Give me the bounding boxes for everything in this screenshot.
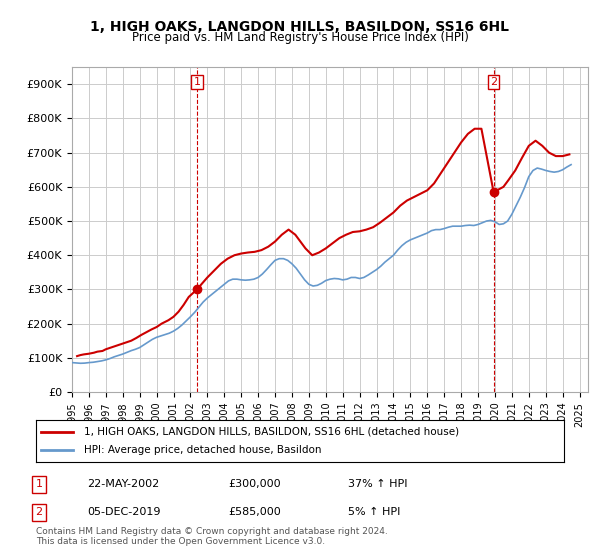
Text: Price paid vs. HM Land Registry's House Price Index (HPI): Price paid vs. HM Land Registry's House … — [131, 31, 469, 44]
Text: 1: 1 — [193, 77, 200, 87]
Text: £300,000: £300,000 — [228, 479, 281, 489]
Text: 37% ↑ HPI: 37% ↑ HPI — [348, 479, 407, 489]
Text: £585,000: £585,000 — [228, 507, 281, 517]
Text: 2: 2 — [490, 77, 497, 87]
Text: 1: 1 — [35, 479, 43, 489]
Text: 1, HIGH OAKS, LANGDON HILLS, BASILDON, SS16 6HL: 1, HIGH OAKS, LANGDON HILLS, BASILDON, S… — [91, 20, 509, 34]
Text: 05-DEC-2019: 05-DEC-2019 — [87, 507, 161, 517]
Text: 1, HIGH OAKS, LANGDON HILLS, BASILDON, SS16 6HL (detached house): 1, HIGH OAKS, LANGDON HILLS, BASILDON, S… — [83, 427, 458, 437]
Text: Contains HM Land Registry data © Crown copyright and database right 2024.
This d: Contains HM Land Registry data © Crown c… — [36, 526, 388, 546]
Text: 2: 2 — [35, 507, 43, 517]
Text: 22-MAY-2002: 22-MAY-2002 — [87, 479, 159, 489]
Text: 5% ↑ HPI: 5% ↑ HPI — [348, 507, 400, 517]
Text: HPI: Average price, detached house, Basildon: HPI: Average price, detached house, Basi… — [83, 445, 321, 455]
